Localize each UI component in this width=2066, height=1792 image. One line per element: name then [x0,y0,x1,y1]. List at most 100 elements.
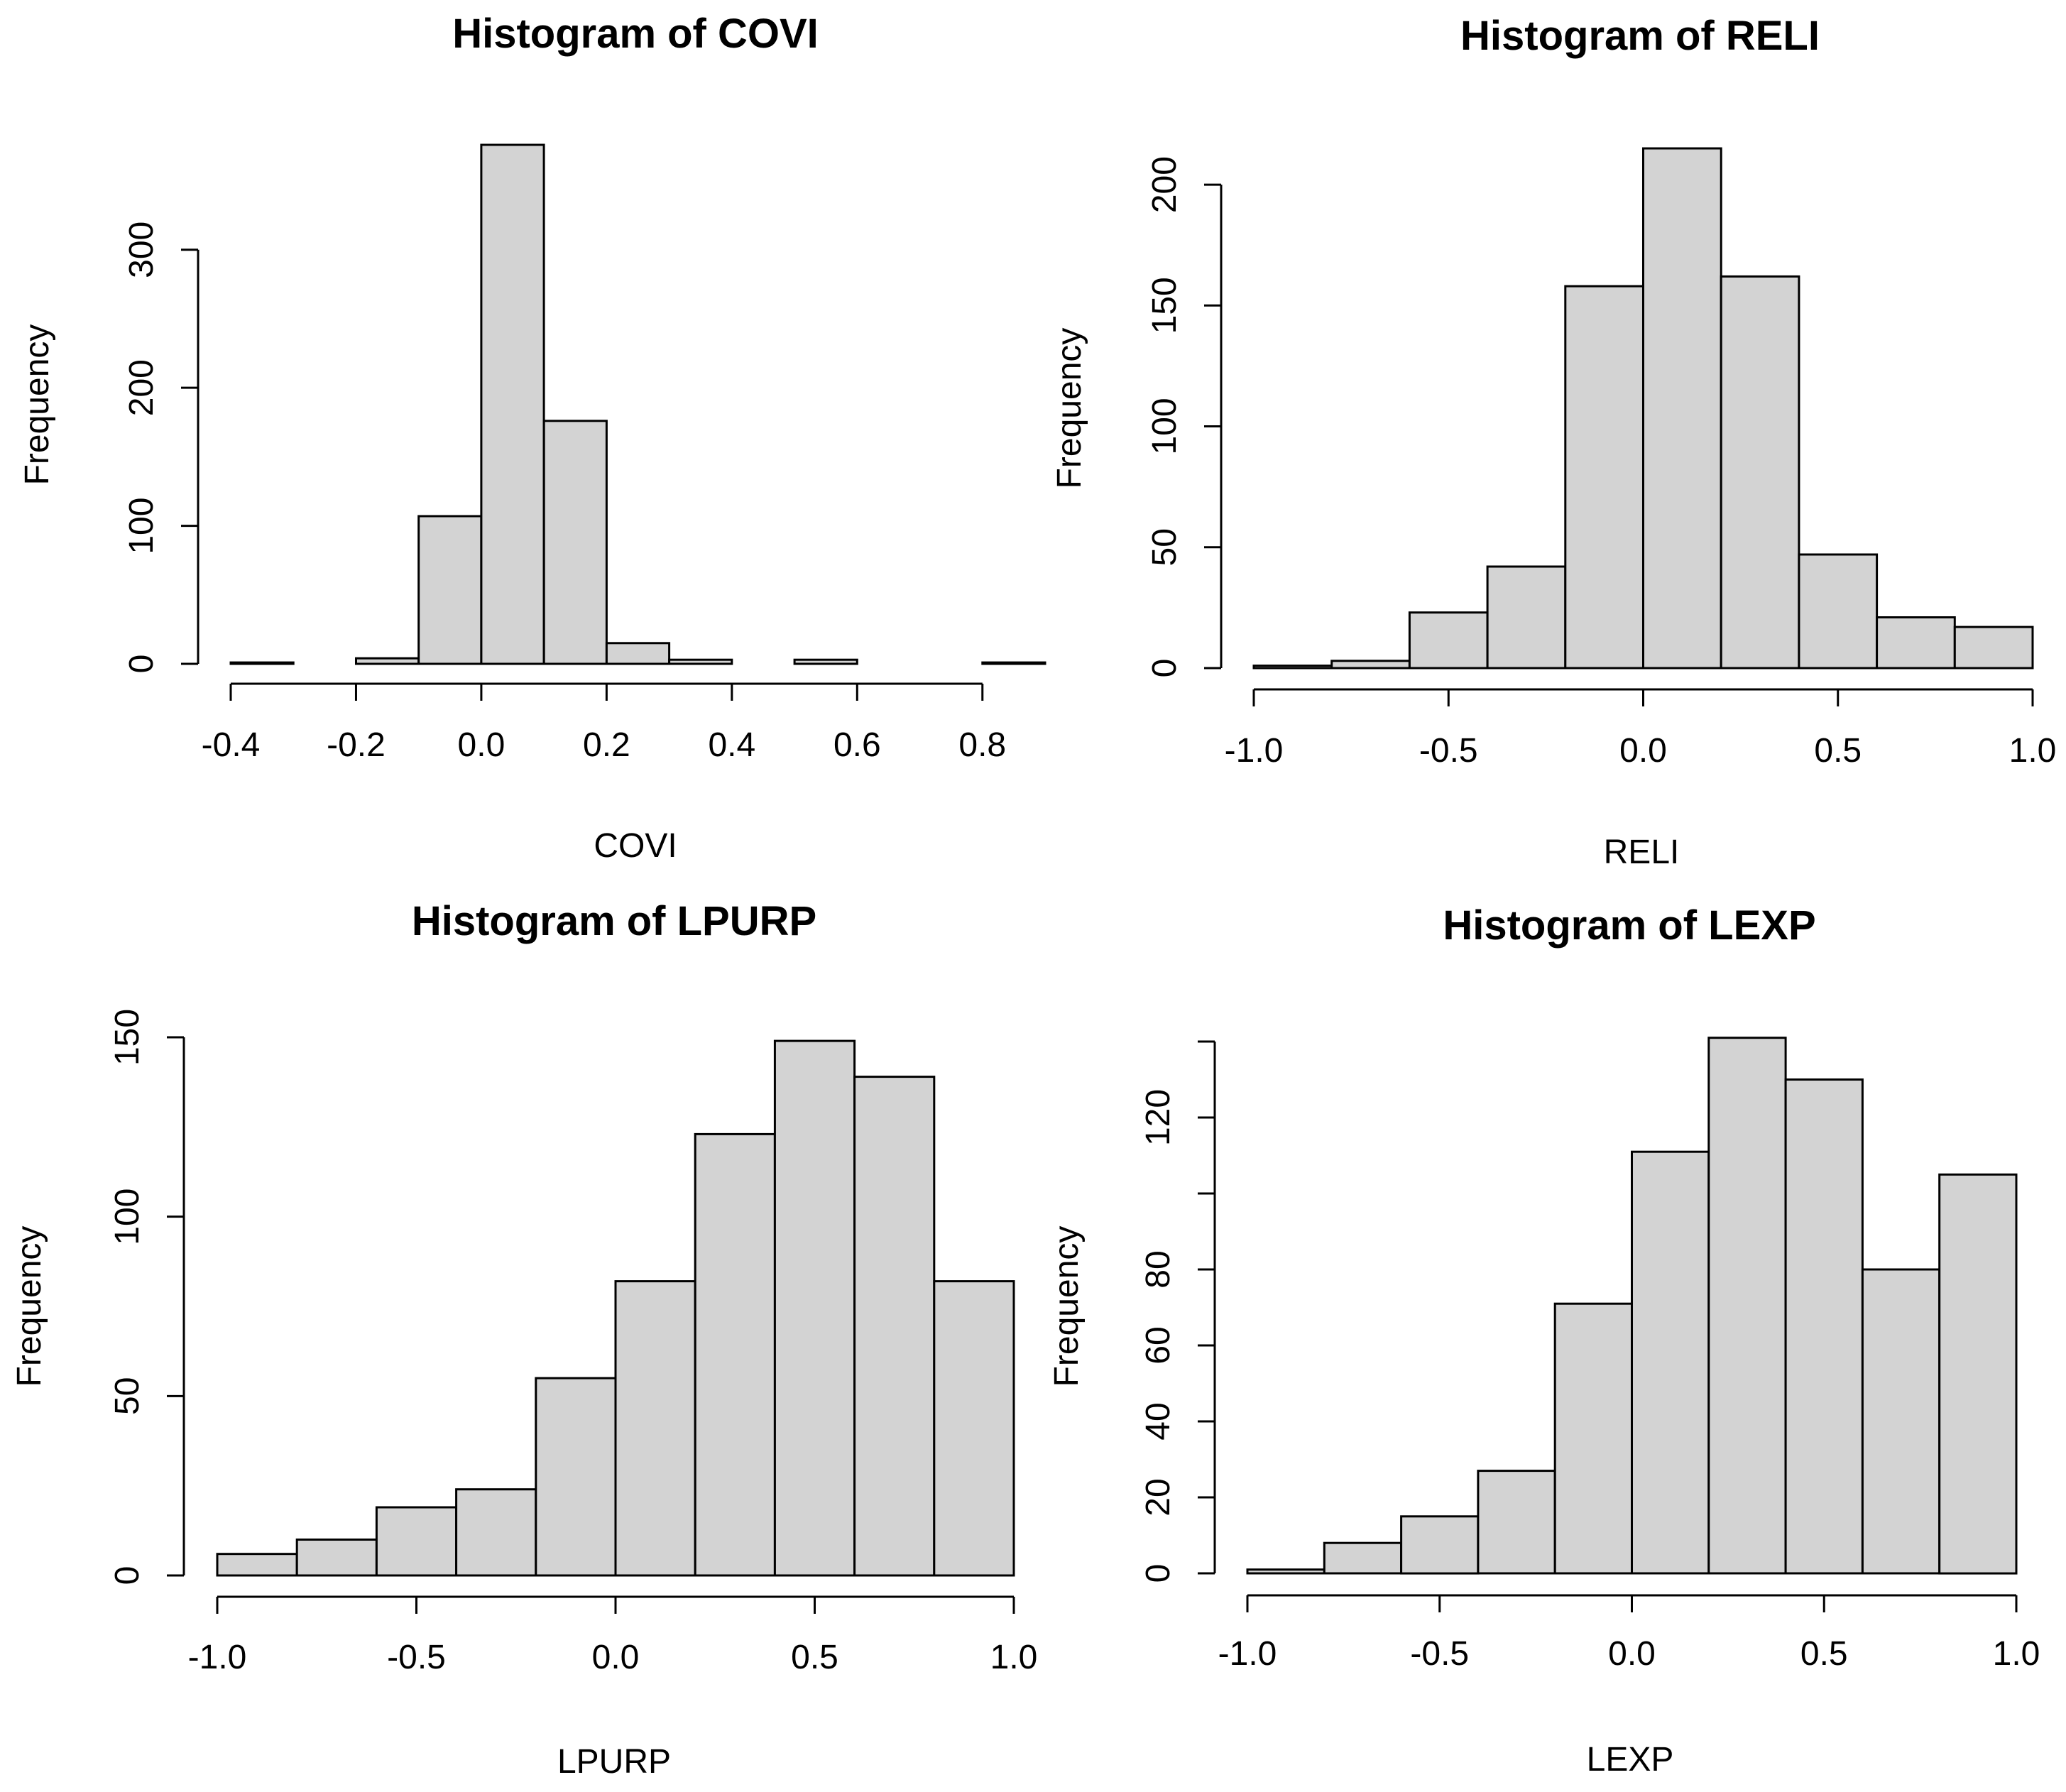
x-tick-label: 0.5 [1814,732,1862,770]
y-tick-label: 20 [1139,1478,1177,1516]
histogram-bar [1477,1470,1556,1575]
histogram-bar [229,661,295,665]
x-axis: -0.4 -0.2 0.0 0.2 0.4 0.6 0.8 [202,682,1006,764]
panel-lexp: Histogram of LEXP LEXP Frequency -1.0 -0.… [1048,902,2040,1779]
y-axis: 0 50 100 150 200 [1146,156,1223,678]
y-tick-label: 150 [109,1009,146,1066]
chart-title: Histogram of LPURP [412,898,816,944]
histogram-bar [1720,275,1800,670]
histogram-bar [1408,611,1489,670]
x-tick-label: 1.0 [1993,1635,2040,1673]
y-tick-label: 50 [109,1377,146,1415]
x-tick-label: 1.0 [2009,732,2057,770]
y-tick-label: 0 [123,655,160,674]
histogram-bar [614,1280,696,1577]
y-tick-label: 0 [1139,1564,1177,1583]
histogram-bar [1642,147,1722,670]
x-tick-label: -0.5 [1419,732,1478,770]
y-tick-label: 0 [1146,659,1184,678]
histogram-bar [1798,553,1879,670]
panel-reli: Histogram of RELI RELI Frequency -1.0 -0.… [1051,13,2056,871]
histogram-bar [455,1488,537,1577]
x-axis-label: LEXP [1587,1741,1674,1779]
y-axis: 0 100 200 300 [123,222,200,674]
y-axis-label: Frequency [18,324,56,486]
x-tick-label: 0.8 [958,726,1006,764]
histogram-bar [933,1280,1015,1577]
histogram-bar [1861,1268,1941,1575]
y-tick-label: 80 [1139,1250,1177,1288]
histogram-bar [1564,285,1645,670]
histogram-bar [1784,1078,1864,1575]
y-tick-label: 50 [1146,528,1184,566]
y-tick-label: 60 [1139,1326,1177,1364]
x-tick-label: 0.6 [833,726,881,764]
histogram-bar [853,1076,936,1577]
y-tick-label: 300 [123,222,160,278]
histogram-bar [295,1539,378,1577]
histogram-bar [605,642,671,665]
x-tick-label: 0.0 [1608,1635,1656,1673]
x-axis-label: COVI [594,827,677,865]
x-tick-label: -1.0 [1225,732,1284,770]
panel-lpurp: Histogram of LPURP LPURP Frequency -1.0-… [11,898,1037,1781]
x-axis: -1.0 -0.5 0.0 0.5 1.0 [188,1595,1038,1676]
histogram-bar [1953,625,2034,670]
y-tick-label: 150 [1146,277,1184,334]
x-axis-label: RELI [1604,834,1680,871]
y-tick-label: 100 [123,498,160,554]
histogram-bar [1323,1541,1403,1575]
histogram-bar [216,1553,298,1577]
x-axis-label: LPURP [557,1743,671,1781]
chart-title: Histogram of LEXP [1443,902,1815,949]
x-tick-label: -0.5 [1410,1635,1469,1673]
x-tick-label: 0.4 [708,726,755,764]
histogram-bar [1707,1037,1787,1575]
y-tick-label: 40 [1139,1402,1177,1440]
histogram-bar [1631,1150,1710,1575]
x-axis: -1.0 -0.5 0.0 0.5 1.0 [1218,1594,2040,1673]
x-tick-label: -1.0 [188,1639,247,1676]
y-axis: 0 50 100 150 [109,1009,185,1585]
x-tick-label: -0.4 [202,726,261,764]
histogram-bar [1330,660,1411,670]
x-tick-label: 0.5 [1800,1635,1848,1673]
histogram-bar [1400,1515,1480,1575]
histogram-bar [773,1039,856,1577]
y-tick-label: 200 [123,359,160,416]
histogram-bar [1486,565,1567,670]
panel-covi: Histogram of COVI COVI Frequency -0.4 -0.… [18,11,1046,865]
y-tick-label: 0 [109,1566,146,1585]
x-tick-label: -1.0 [1218,1635,1277,1673]
histogram-bar [981,661,1046,665]
y-tick-label: 100 [109,1189,146,1245]
histogram-bar [793,658,858,665]
x-tick-label: 1.0 [990,1639,1038,1676]
x-tick-label: -0.5 [387,1639,446,1676]
histogram-bar [535,1377,617,1577]
chart-title: Histogram of RELI [1460,13,1820,59]
histogram-bar [694,1132,776,1577]
histogram-bars [216,1039,1015,1577]
y-axis-label: Frequency [1048,1226,1086,1387]
x-tick-label: 0.0 [458,726,505,764]
y-tick-label: 120 [1139,1089,1177,1146]
chart-title: Histogram of COVI [452,11,819,57]
y-axis-label: Frequency [1051,328,1088,489]
histogram-bars [229,143,1046,665]
histogram-bar [375,1506,458,1577]
x-axis: -1.0 -0.5 0.0 0.5 1.0 [1225,688,2057,770]
histogram-bar [668,658,733,665]
y-tick-label: 200 [1146,156,1184,213]
y-tick-label: 100 [1146,398,1184,454]
x-tick-label: 0.0 [1619,732,1667,770]
histogram-bars [1252,147,2034,670]
histogram-bars [1246,1037,2018,1575]
histogram-bar [1876,616,1956,670]
x-tick-label: 0.2 [583,726,630,764]
histogram-bar [1553,1302,1633,1575]
y-axis: 0 20 40 60 80 120 [1139,1040,1216,1583]
histogram-bar [1252,665,1333,670]
x-tick-label: -0.2 [327,726,386,764]
